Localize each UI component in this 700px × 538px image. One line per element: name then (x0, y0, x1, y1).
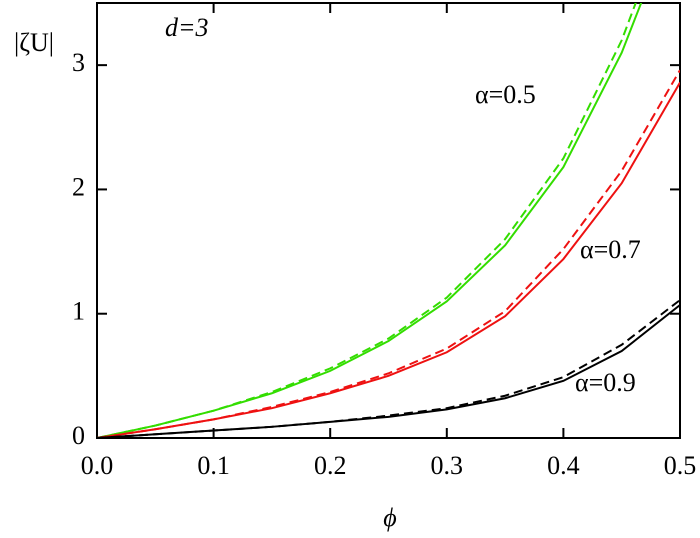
plot-lines (97, 3, 680, 438)
series-line (97, 69, 680, 438)
y-tick-label: 1 (72, 297, 85, 326)
series-line (97, 299, 680, 438)
annotation: α=0.9 (575, 368, 636, 397)
series-line (97, 3, 637, 438)
y-tick-label: 2 (72, 172, 85, 201)
plot-frame (96, 2, 681, 439)
annotation: d=3 (165, 13, 209, 42)
annotation: α=0.7 (580, 235, 641, 264)
x-tick-label: 0.0 (81, 451, 114, 480)
x-tick-label: 0.2 (314, 451, 347, 480)
y-tick-label: 0 (72, 421, 85, 450)
x-tick-label: 0.5 (664, 451, 697, 480)
annotation: α=0.5 (475, 80, 536, 109)
x-tick-label: 0.4 (547, 451, 580, 480)
series-line (97, 304, 680, 438)
x-axis-label: ϕ (383, 503, 396, 532)
y-tick-label: 3 (72, 48, 85, 77)
y-axis-label: |ζU| (14, 28, 54, 57)
x-tick-label: 0.3 (431, 451, 464, 480)
x-tick-label: 0.1 (197, 451, 230, 480)
